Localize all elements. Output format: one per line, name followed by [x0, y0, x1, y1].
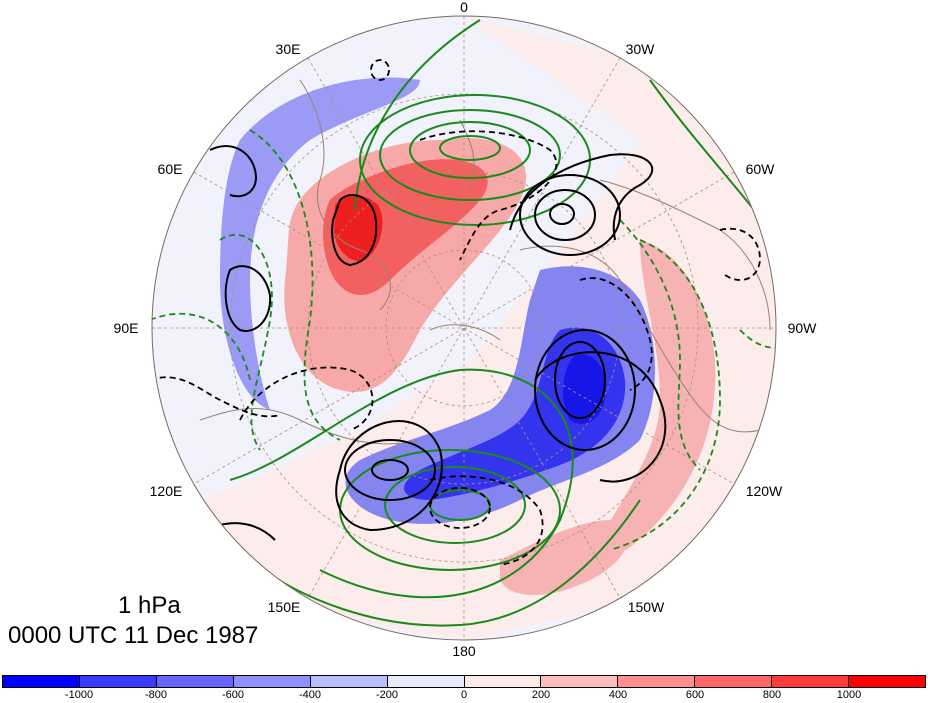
lon-label-120w: 120W [746, 483, 783, 499]
polar-map: 0 30W 60W 90W 120W 150W 180 150E 120E 90… [114, 0, 818, 659]
colorbar-segment [3, 676, 80, 687]
colorbar-segment [464, 676, 542, 687]
colorbar-tick-label: 200 [531, 689, 551, 701]
colorbar-segment [233, 676, 311, 687]
colorbar-tick-label: 600 [685, 689, 705, 701]
colorbar-labels: -1000 -800 -600 -400 -200 0 200 400 600 800 1000 [0, 689, 928, 703]
positive-lobe-south [500, 520, 628, 595]
colorbar-segment [849, 676, 926, 687]
colorbar-segment [772, 676, 850, 687]
green-contours [229, 19, 776, 627]
coastlines [199, 79, 771, 445]
lon-label-90w: 90W [788, 320, 818, 336]
colorbar-tick-label: -600 [221, 689, 245, 701]
colorbar-segment [541, 676, 619, 687]
lon-label-120e: 120E [150, 483, 183, 499]
pressure-level-label: 1 hPa [118, 592, 181, 619]
lon-label-90e: 90E [114, 320, 139, 336]
lon-label-60w: 60W [746, 161, 776, 177]
lon-label-150e: 150E [268, 599, 301, 615]
lon-label-150w: 150W [628, 599, 665, 615]
positive-lobe-east [598, 240, 716, 559]
green-dashed-contours [152, 129, 776, 551]
colorbar-segment [156, 676, 234, 687]
lon-label-180: 180 [452, 643, 476, 659]
colorbar-tick-label: -200 [375, 689, 399, 701]
colorbar-tick-label: -400 [298, 689, 322, 701]
colorbar-tick-label: -1000 [64, 689, 94, 701]
negative-arc-west [220, 77, 420, 410]
lon-label-60e: 60E [158, 161, 183, 177]
colorbar-tick-label: 0 [460, 689, 468, 701]
colorbar-tick-label: 1000 [836, 689, 862, 701]
valid-time-label: 0000 UTC 11 Dec 1987 [8, 622, 259, 649]
black-dashed-contours [152, 59, 761, 566]
colorbar-segment [79, 676, 157, 687]
map-boundary [151, 15, 777, 641]
positive-core-west [323, 159, 488, 295]
colorbar-tick-label: 800 [762, 689, 782, 701]
positive-peak-west [334, 195, 383, 261]
lon-label-30w: 30W [626, 41, 656, 57]
colorbar-segment [618, 676, 696, 687]
colorbar-tick-label: -800 [144, 689, 168, 701]
lon-label-0: 0 [460, 0, 468, 15]
lon-label-30e: 30E [276, 41, 301, 57]
black-contours [209, 145, 667, 541]
colorbar [2, 675, 926, 688]
colorbar-segment [387, 676, 465, 687]
colorbar-tick-label: 400 [608, 689, 628, 701]
colorbar-segment [310, 676, 388, 687]
negative-peak-main [563, 354, 606, 424]
colorbar-segment [695, 676, 773, 687]
